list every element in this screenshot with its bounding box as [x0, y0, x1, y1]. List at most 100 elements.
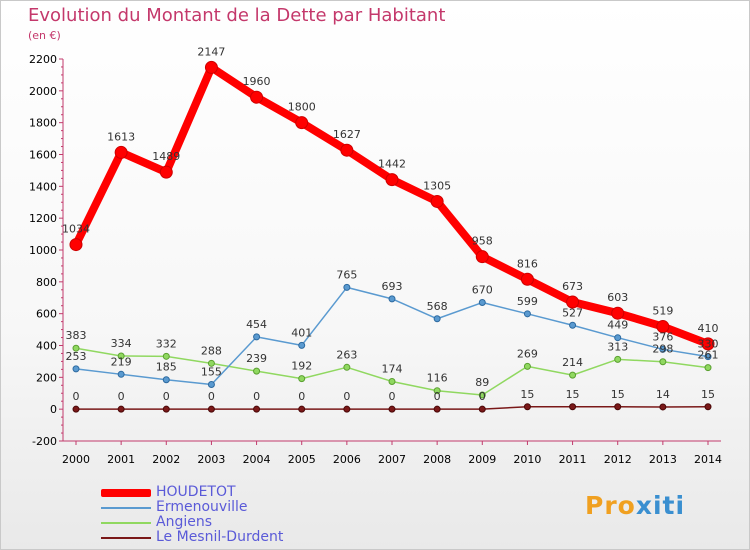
data-point-angiens-2000 — [72, 344, 80, 352]
data-point-houdetot-2002 — [159, 165, 173, 179]
data-point-le-mesnil-durdent-2008 — [433, 405, 441, 413]
data-label-ermenouville-2011: 527 — [562, 306, 583, 319]
data-point-le-mesnil-durdent-2000 — [72, 405, 80, 413]
data-point-ermenouville-2007 — [388, 295, 396, 303]
data-point-le-mesnil-durdent-2011 — [569, 403, 577, 411]
data-label-houdetot-2002: 1489 — [152, 150, 180, 163]
data-label-le-mesnil-durdent-2001: 0 — [118, 390, 125, 403]
data-point-le-mesnil-durdent-2007 — [388, 405, 396, 413]
legend-swatch-ermenouville — [101, 507, 151, 509]
data-point-angiens-2007 — [388, 377, 396, 385]
data-label-houdetot-2006: 1627 — [333, 128, 361, 141]
legend-label-houdetot: HOUDETOT — [156, 484, 236, 500]
data-point-ermenouville-2010 — [523, 310, 531, 318]
data-label-houdetot-2000: 1034 — [62, 223, 90, 236]
data-label-houdetot-2005: 1800 — [288, 101, 316, 114]
data-label-le-mesnil-durdent-2013: 14 — [656, 388, 670, 401]
data-label-houdetot-2013: 519 — [652, 305, 673, 318]
data-label-ermenouville-2004: 454 — [246, 318, 267, 331]
data-point-angiens-2011 — [569, 371, 577, 379]
data-label-le-mesnil-durdent-2014: 15 — [701, 388, 715, 401]
data-label-ermenouville-2013: 376 — [652, 330, 673, 343]
data-point-ermenouville-2000 — [72, 365, 80, 373]
data-point-angiens-2008 — [433, 387, 441, 395]
y-tick-label-0: 0 — [50, 403, 57, 416]
x-tick-label-2001: 2001 — [107, 453, 135, 466]
data-point-ermenouville-2011 — [569, 321, 577, 329]
x-tick-label-2000: 2000 — [62, 453, 90, 466]
x-tick-label-2003: 2003 — [197, 453, 225, 466]
data-point-le-mesnil-durdent-2012 — [614, 403, 622, 411]
data-point-ermenouville-2005 — [298, 341, 306, 349]
data-label-houdetot-2001: 1613 — [107, 130, 135, 143]
data-label-houdetot-2009: 958 — [472, 235, 493, 248]
data-point-houdetot-2000 — [69, 238, 83, 252]
x-tick-label-2014: 2014 — [694, 453, 722, 466]
data-point-le-mesnil-durdent-2004 — [253, 405, 261, 413]
data-point-le-mesnil-durdent-2006 — [343, 405, 351, 413]
y-tick-label--200: -200 — [32, 435, 57, 448]
data-label-le-mesnil-durdent-2006: 0 — [343, 390, 350, 403]
y-tick-label-2000: 2000 — [29, 85, 57, 98]
x-tick-label-2013: 2013 — [649, 453, 677, 466]
data-point-ermenouville-2013 — [659, 345, 667, 353]
data-point-houdetot-2004 — [250, 90, 264, 104]
x-tick-label-2010: 2010 — [513, 453, 541, 466]
data-point-ermenouville-2003 — [207, 380, 215, 388]
data-label-angiens-2006: 263 — [336, 348, 357, 361]
data-point-houdetot-2010 — [520, 272, 534, 286]
y-tick-label-1800: 1800 — [29, 117, 57, 130]
data-label-le-mesnil-durdent-2010: 15 — [520, 388, 534, 401]
data-point-angiens-2012 — [614, 355, 622, 363]
legend-swatch-angiens — [101, 522, 151, 524]
data-label-houdetot-2007: 1442 — [378, 158, 406, 171]
data-point-houdetot-2008 — [430, 194, 444, 208]
data-label-ermenouville-2000: 253 — [66, 350, 87, 363]
data-label-houdetot-2014: 410 — [698, 322, 719, 335]
data-label-ermenouville-2012: 449 — [607, 319, 628, 332]
data-label-angiens-2003: 288 — [201, 344, 222, 357]
y-tick-label-1600: 1600 — [29, 149, 57, 162]
data-point-ermenouville-2008 — [433, 315, 441, 323]
data-label-le-mesnil-durdent-2004: 0 — [253, 390, 260, 403]
data-label-ermenouville-2003: 155 — [201, 365, 222, 378]
data-point-ermenouville-2004 — [253, 333, 261, 341]
y-tick-label-600: 600 — [36, 308, 57, 321]
data-label-le-mesnil-durdent-2005: 0 — [298, 390, 305, 403]
y-tick-label-1400: 1400 — [29, 180, 57, 193]
data-point-ermenouville-2001 — [117, 370, 125, 378]
data-point-angiens-2006 — [343, 363, 351, 371]
x-tick-label-2012: 2012 — [604, 453, 632, 466]
data-label-ermenouville-2010: 599 — [517, 295, 538, 308]
data-label-houdetot-2012: 603 — [607, 291, 628, 304]
data-label-ermenouville-2008: 568 — [427, 300, 448, 313]
data-label-angiens-2004: 239 — [246, 352, 267, 365]
data-label-angiens-2005: 192 — [291, 360, 312, 373]
data-point-angiens-2004 — [253, 367, 261, 375]
data-label-houdetot-2008: 1305 — [423, 179, 451, 192]
data-point-le-mesnil-durdent-2009 — [478, 405, 486, 413]
data-label-ermenouville-2014: 330 — [698, 338, 719, 351]
data-point-angiens-2002 — [162, 352, 170, 360]
chart-unit: (en €) — [28, 29, 61, 42]
data-point-le-mesnil-durdent-2014 — [704, 403, 712, 411]
proxiti-logo: Proxiti — [585, 491, 685, 520]
data-label-le-mesnil-durdent-2008: 0 — [434, 390, 441, 403]
x-tick-label-2006: 2006 — [333, 453, 361, 466]
data-label-angiens-2000: 383 — [66, 329, 87, 342]
data-point-houdetot-2014 — [701, 337, 715, 351]
data-point-houdetot-2009 — [475, 250, 489, 264]
data-point-angiens-2005 — [298, 375, 306, 383]
data-point-ermenouville-2014 — [704, 353, 712, 361]
data-point-le-mesnil-durdent-2013 — [659, 403, 667, 411]
data-label-ermenouville-2009: 670 — [472, 284, 493, 297]
logo-prefix: Pro — [585, 491, 636, 520]
data-point-houdetot-2001 — [114, 145, 128, 159]
data-point-houdetot-2006 — [340, 143, 354, 157]
data-label-angiens-2008: 116 — [427, 372, 448, 385]
data-point-le-mesnil-durdent-2005 — [298, 405, 306, 413]
x-tick-label-2002: 2002 — [152, 453, 180, 466]
data-point-angiens-2009 — [478, 391, 486, 399]
